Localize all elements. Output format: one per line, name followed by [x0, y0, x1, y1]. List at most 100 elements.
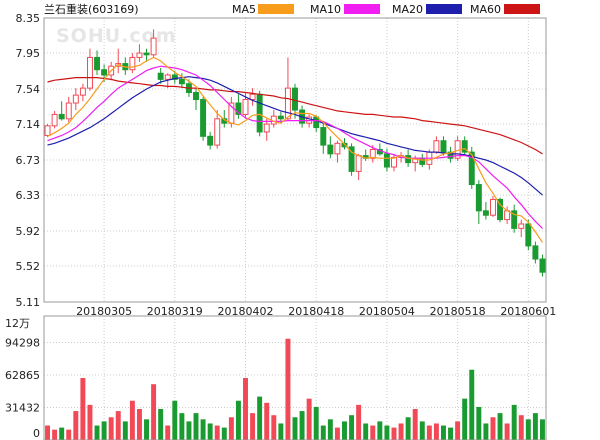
stock-title: 兰石重装(603169) [44, 2, 139, 16]
volume-bar [377, 421, 383, 440]
legend-swatch-ma60 [504, 4, 540, 14]
candle-down [94, 56, 101, 71]
volume-bars [45, 338, 545, 440]
candle-down [348, 146, 355, 172]
volume-bar [426, 425, 432, 440]
candle-down [511, 210, 518, 229]
candle-up [391, 156, 397, 168]
volume-bar [306, 398, 312, 440]
volume-bar [342, 421, 347, 440]
legend-swatch-ma10 [344, 4, 380, 14]
moving-averages [47, 56, 543, 243]
legend-label-ma10: MA10 [310, 3, 341, 16]
volume-bar [228, 417, 234, 440]
price-tick-label: 5.11 [16, 296, 41, 309]
legend-swatch-ma5 [258, 4, 294, 14]
volume-bar [136, 409, 142, 440]
volume-bar [278, 423, 284, 440]
volume-bar [80, 378, 86, 440]
volume-bar [405, 417, 411, 440]
volume-bar [101, 421, 107, 440]
price-tick-label: 6.73 [16, 154, 41, 167]
candlesticks [44, 29, 546, 277]
volume-bar [299, 411, 305, 440]
date-tick-label: 20180319 [147, 305, 203, 318]
price-panel-frame [43, 17, 547, 303]
volume-bar [313, 406, 319, 440]
candle-down [313, 116, 320, 129]
volume-bar [45, 425, 51, 440]
candle-up [355, 155, 362, 172]
volume-bar [207, 423, 213, 440]
candle-up [518, 223, 525, 229]
volume-bar [518, 415, 524, 440]
legend-swatch-ma20 [426, 4, 462, 14]
price-tick-label: 5.52 [16, 260, 41, 273]
volume-tick-label: 0 [33, 427, 40, 440]
volume-bar [271, 415, 277, 440]
ma60-line [47, 76, 543, 155]
volume-bar [327, 419, 333, 440]
date-tick-label: 20180518 [430, 305, 486, 318]
legend-label-ma20: MA20 [392, 3, 423, 16]
volume-bar [356, 404, 362, 440]
candle-down [58, 113, 65, 120]
date-tick-label: 20180504 [359, 305, 415, 318]
volume-bar [433, 423, 439, 440]
volume-bar [264, 402, 270, 440]
volume-bar [455, 421, 461, 440]
volume-bar [243, 378, 248, 440]
volume-bar [87, 404, 93, 440]
candle-up [334, 142, 341, 155]
candle-up [150, 37, 157, 56]
volume-bar [462, 398, 468, 440]
volume-bar [469, 369, 475, 440]
candle-down [539, 258, 546, 273]
price-tick-label: 7.95 [16, 47, 41, 60]
volume-bar [384, 425, 390, 440]
volume-bar [334, 427, 340, 440]
candle-down [525, 223, 532, 247]
price-tick-label: 8.35 [16, 12, 41, 25]
volume-bar [525, 419, 531, 440]
volume-bar [193, 413, 199, 440]
candle-up [489, 198, 496, 216]
candle-down [200, 99, 207, 137]
candle-down [440, 140, 447, 153]
date-axis: 20180305 20180319 20180402 20180418 20180504… [76, 305, 556, 318]
candle-up [214, 118, 221, 146]
ma10-line [47, 65, 543, 229]
volume-bar [476, 406, 482, 440]
volume-bar [94, 425, 100, 440]
volume-bar [179, 413, 185, 440]
candle-down [405, 155, 412, 164]
date-tick-label: 20180601 [500, 305, 556, 318]
volume-bar [172, 400, 178, 440]
candle-down [383, 153, 390, 168]
candle-down [143, 52, 150, 56]
candle-down [235, 102, 242, 115]
candle-up [164, 74, 171, 80]
volume-bar [73, 411, 79, 440]
legend-label-ma5: MA5 [232, 3, 256, 16]
volume-bar [235, 400, 241, 440]
volume-bar [391, 427, 397, 440]
volume-bar [349, 415, 355, 440]
date-tick-label: 20180305 [76, 305, 132, 318]
candle-up [263, 123, 270, 133]
candle-down [341, 142, 348, 148]
volume-bar [129, 400, 135, 440]
date-tick-label: 20180402 [218, 305, 274, 318]
candle-up [65, 102, 72, 120]
volume-bar [66, 429, 72, 440]
candle-down [277, 115, 284, 120]
price-tick-label: 7.54 [16, 83, 41, 96]
candle-down [419, 157, 426, 165]
volume-bar [398, 423, 404, 440]
volume-bar [483, 423, 489, 440]
volume-bar [165, 425, 171, 440]
candle-down [461, 140, 468, 153]
volume-tick-label: 31432 [5, 402, 40, 415]
volume-bar [122, 421, 128, 440]
volume-bar [448, 427, 454, 440]
